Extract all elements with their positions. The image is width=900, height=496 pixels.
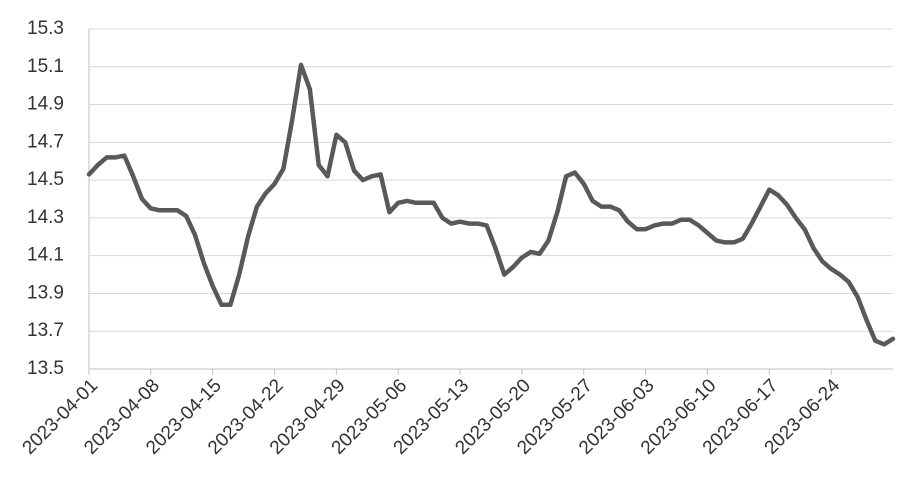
y-tick-label: 15.1 bbox=[27, 56, 64, 77]
y-tick-label: 14.5 bbox=[27, 169, 64, 190]
y-tick-label: 13.5 bbox=[27, 358, 64, 379]
y-tick-label: 14.1 bbox=[27, 245, 64, 266]
line bbox=[86, 62, 896, 347]
y-tick-label: 13.9 bbox=[27, 282, 64, 303]
y-tick-label: 14.9 bbox=[27, 94, 64, 115]
y-tick-label: 15.3 bbox=[27, 18, 64, 39]
y-tick-label: 13.7 bbox=[27, 320, 64, 341]
y-tick-label: 14.3 bbox=[27, 207, 64, 228]
y-tick-label: 14.7 bbox=[27, 131, 64, 152]
